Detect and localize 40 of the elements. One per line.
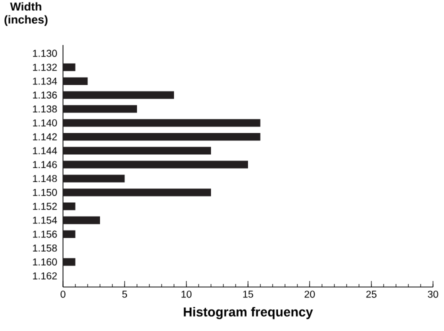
bar (63, 146, 211, 155)
bar (63, 230, 76, 238)
y-tick-label: 1.146 (33, 161, 57, 168)
y-tick-label: 1.150 (33, 188, 57, 196)
y-tick-label: 1.132 (33, 64, 57, 71)
bar (63, 216, 100, 224)
y-tick-label: 1.142 (33, 133, 57, 140)
y-axis-title: Width (inches) (4, 2, 48, 26)
x-tick-label: 10 (182, 290, 192, 298)
y-tick-label: 1.144 (33, 147, 57, 154)
x-axis-title: Histogram frequency (184, 306, 313, 320)
bar (63, 105, 137, 113)
bar (63, 91, 174, 99)
y-tick-label: 1.154 (33, 216, 57, 224)
bar (63, 160, 248, 168)
x-tick-label: 5 (122, 290, 128, 298)
x-tick-label: 25 (366, 290, 376, 298)
x-tick-label: 20 (304, 290, 315, 298)
bar (63, 188, 211, 196)
y-tick-label: 1.130 (33, 50, 57, 57)
y-tick-label: 1.134 (33, 78, 57, 85)
bar (63, 202, 76, 210)
y-tick-label: 1.136 (33, 92, 57, 99)
y-tick-label: 1.148 (33, 174, 57, 182)
bar (63, 174, 125, 182)
bar (63, 119, 260, 127)
y-tick-label: 1.140 (33, 119, 57, 126)
bar (63, 132, 260, 141)
y-tick-label: 1.162 (33, 272, 57, 280)
y-tick-label: 1.160 (33, 258, 57, 266)
bar (63, 77, 88, 85)
x-tick-label: 30 (428, 290, 438, 298)
x-tick-label: 15 (243, 290, 254, 298)
y-tick-label: 1.138 (33, 105, 57, 113)
y-tick-label: 1.152 (33, 202, 57, 210)
y-tick-label: 1.158 (33, 244, 57, 252)
bar (63, 258, 76, 266)
y-tick-label: 1.156 (33, 230, 57, 238)
bar (63, 63, 76, 72)
x-tick-label: 0 (60, 290, 66, 298)
